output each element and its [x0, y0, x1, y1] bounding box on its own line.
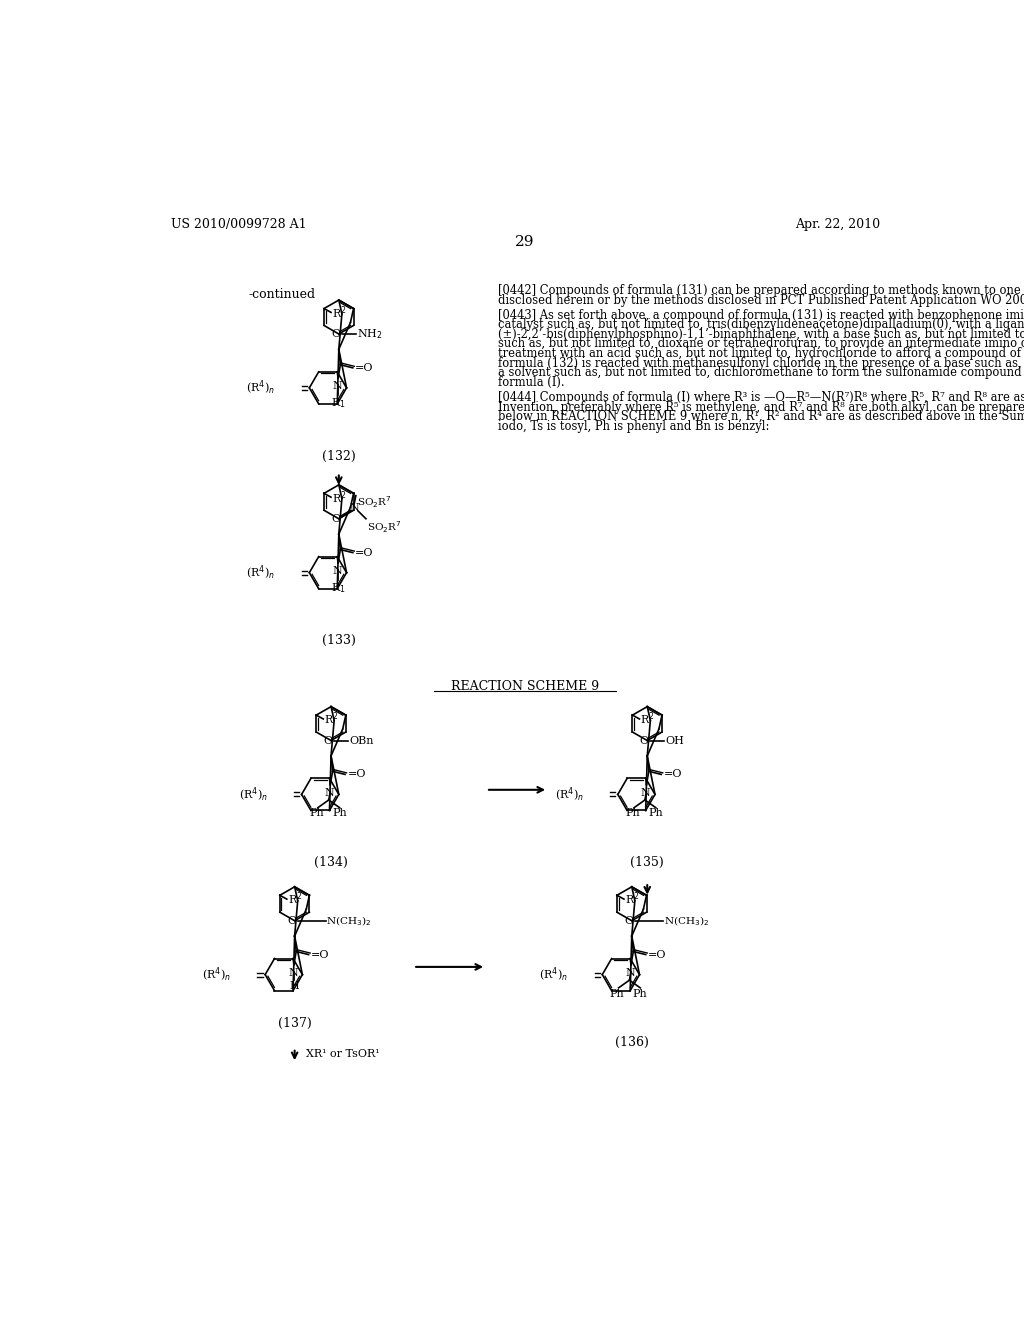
Text: formula (I).: formula (I). — [499, 376, 565, 389]
Text: SO$_2$R$^7$: SO$_2$R$^7$ — [356, 495, 391, 511]
Text: R$^2$: R$^2$ — [332, 488, 346, 506]
Text: =O: =O — [355, 363, 374, 372]
Text: formula (132) is reacted with methanesulfonyl chloride in the presence of a base: formula (132) is reacted with methanesul… — [499, 356, 1024, 370]
Text: [0442] Compounds of formula (131) can be prepared according to methods known to : [0442] Compounds of formula (131) can be… — [499, 284, 1024, 297]
Text: Ph: Ph — [309, 808, 324, 818]
Text: (R$^4$)$_n$: (R$^4$)$_n$ — [540, 965, 568, 983]
Text: H: H — [289, 981, 299, 991]
Text: catalyst such as, but not limited to, tris(dibenzylideneacetone)dipalladium(0), : catalyst such as, but not limited to, tr… — [499, 318, 1024, 331]
Text: O: O — [324, 735, 333, 746]
Text: =O: =O — [311, 949, 330, 960]
Text: R$^2$: R$^2$ — [625, 891, 639, 907]
Text: N: N — [333, 566, 342, 576]
Text: R$_1$: R$_1$ — [331, 581, 345, 595]
Text: [0444] Compounds of formula (I) where R³ is —O—R⁵—N(R⁷)R⁸ where R⁵, R⁷ and R⁸ ar: [0444] Compounds of formula (I) where R³… — [499, 391, 1024, 404]
Text: (R$^4$)$_n$: (R$^4$)$_n$ — [247, 564, 275, 582]
Text: R$^2$: R$^2$ — [288, 891, 302, 907]
Text: (±)-2,2’-bis(diphenylphosphino)-1,1’-binaphthalene, with a base such as, but not: (±)-2,2’-bis(diphenylphosphino)-1,1’-bin… — [499, 327, 1024, 341]
Text: N: N — [325, 788, 335, 797]
Text: (137): (137) — [278, 1016, 311, 1030]
Text: N: N — [288, 968, 298, 978]
Text: XR¹ or TsOR¹: XR¹ or TsOR¹ — [306, 1049, 380, 1059]
Text: N(CH$_3$)$_2$: N(CH$_3$)$_2$ — [327, 913, 372, 928]
Text: (134): (134) — [314, 855, 348, 869]
Text: a solvent such as, but not limited to, dichloromethane to form the sulfonamide c: a solvent such as, but not limited to, d… — [499, 367, 1024, 379]
Text: (132): (132) — [322, 449, 355, 462]
Text: Ph: Ph — [332, 808, 347, 818]
Text: R$^2$: R$^2$ — [640, 710, 655, 727]
Text: NH$_2$: NH$_2$ — [356, 327, 382, 341]
Text: N: N — [641, 788, 650, 797]
Text: (135): (135) — [631, 855, 665, 869]
Text: =O: =O — [664, 770, 682, 779]
Text: Ph: Ph — [633, 989, 647, 999]
Text: R$_1$: R$_1$ — [331, 396, 345, 411]
Text: N(CH$_3$)$_2$: N(CH$_3$)$_2$ — [664, 913, 709, 928]
Text: Apr. 22, 2010: Apr. 22, 2010 — [795, 218, 880, 231]
Text: OH: OH — [665, 735, 684, 746]
Text: (136): (136) — [614, 1036, 648, 1049]
Text: SO$_2$R$^7$: SO$_2$R$^7$ — [367, 520, 401, 535]
Text: REACTION SCHEME 9: REACTION SCHEME 9 — [451, 681, 599, 693]
Text: O: O — [331, 513, 340, 524]
Text: O: O — [287, 916, 296, 925]
Text: treatment with an acid such as, but not limited to, hydrochloride to afford a co: treatment with an acid such as, but not … — [499, 347, 1024, 360]
Text: (R$^4$)$_n$: (R$^4$)$_n$ — [555, 785, 584, 804]
Text: =O: =O — [355, 548, 374, 557]
Text: Invention, preferably where R⁵ is methylene, and R⁷ and R⁸ are both alkyl, can b: Invention, preferably where R⁵ is methyl… — [499, 400, 1024, 413]
Text: =O: =O — [347, 770, 366, 779]
Text: (R$^4$)$_n$: (R$^4$)$_n$ — [247, 379, 275, 397]
Text: O: O — [624, 916, 633, 925]
Text: OBn: OBn — [349, 735, 374, 746]
Text: such as, but not limited to, dioxane or tetrahedrofuran, to provide an intermedi: such as, but not limited to, dioxane or … — [499, 338, 1024, 350]
Text: Ph: Ph — [625, 808, 640, 818]
Text: (R$^4$)$_n$: (R$^4$)$_n$ — [202, 965, 231, 983]
Text: N: N — [349, 503, 359, 513]
Text: 29: 29 — [515, 235, 535, 249]
Text: N: N — [626, 968, 635, 978]
Text: Ph: Ph — [609, 989, 625, 999]
Text: US 2010/0099728 A1: US 2010/0099728 A1 — [171, 218, 306, 231]
Text: (R$^4$)$_n$: (R$^4$)$_n$ — [239, 785, 267, 804]
Text: O: O — [331, 329, 340, 339]
Text: =O: =O — [648, 949, 667, 960]
Text: -continued: -continued — [248, 288, 315, 301]
Text: O: O — [640, 735, 649, 746]
Text: Ph: Ph — [648, 808, 664, 818]
Text: (133): (133) — [322, 635, 355, 647]
Text: below in REACTION SCHEME 9 where n, R¹, R² and R⁴ are as described above in the : below in REACTION SCHEME 9 where n, R¹, … — [499, 411, 1024, 424]
Text: disclosed herein or by the methods disclosed in PCT Published Patent Application: disclosed herein or by the methods discl… — [499, 293, 1024, 306]
Text: R$^2$: R$^2$ — [332, 304, 346, 321]
Text: N: N — [333, 381, 342, 391]
Text: R$^2$: R$^2$ — [324, 710, 339, 727]
Text: iodo, Ts is tosyl, Ph is phenyl and Bn is benzyl:: iodo, Ts is tosyl, Ph is phenyl and Bn i… — [499, 420, 770, 433]
Text: [0443] As set forth above, a compound of formula (131) is reacted with benzophen: [0443] As set forth above, a compound of… — [499, 309, 1024, 322]
